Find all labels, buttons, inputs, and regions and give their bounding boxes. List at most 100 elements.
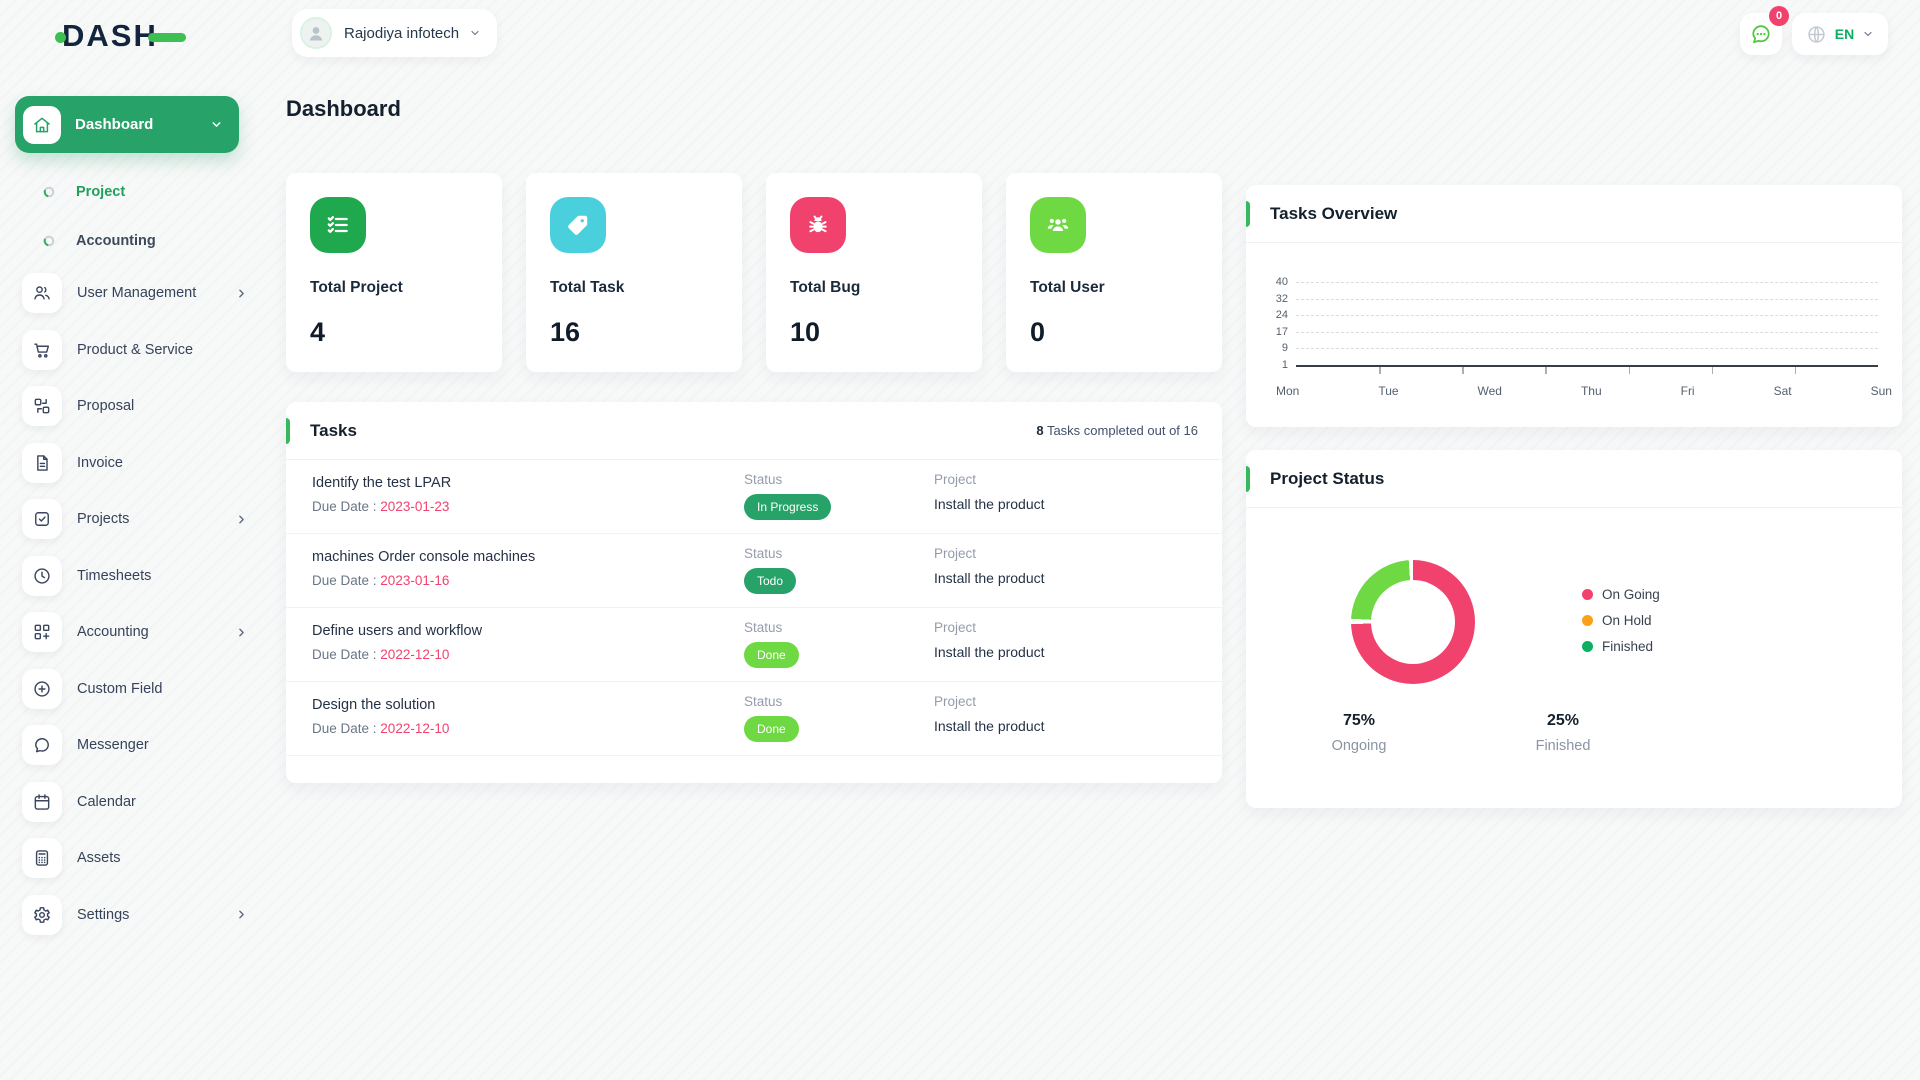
x-axis-labels: Mon Tue Wed Thu Fri Sat Sun: [1276, 384, 1892, 398]
task-due-date: Due Date : 2023-01-23: [312, 499, 450, 514]
project-status-donut-chart: [1351, 560, 1475, 684]
status-column-label: Status: [744, 472, 783, 487]
stat-label: Total Bug: [790, 279, 861, 296]
calendar-icon: [22, 781, 62, 822]
app-logo[interactable]: DASH: [55, 16, 186, 56]
legend-dot: [1582, 588, 1593, 600]
x-axis-tick: Sat: [1773, 384, 1792, 398]
legend-dot: [1582, 614, 1593, 626]
tag-icon: [550, 197, 606, 253]
users-icon: [22, 273, 62, 314]
tasks-title: Tasks: [310, 420, 357, 440]
sidebar-item-assets[interactable]: Assets: [0, 830, 270, 887]
stat-value: 4: [310, 317, 326, 347]
y-axis-tick: 1: [1281, 358, 1288, 371]
chevron-right-icon: [235, 513, 248, 526]
legend-item-on-going[interactable]: On Going: [1582, 581, 1660, 607]
sidebar-item-proposal[interactable]: Proposal: [0, 378, 270, 435]
sidebar-item-settings[interactable]: Settings: [0, 887, 270, 944]
sidebar-subitem-label: Project: [76, 183, 126, 200]
tasks-overview-chart: 40 32 24 17 9 1 Mon Tue Wed Thu Fri Sat …: [1246, 243, 1902, 427]
status-column-label: Status: [744, 620, 783, 635]
grid-plus-icon: [22, 612, 62, 653]
chat-bubble-icon: [1752, 25, 1770, 44]
legend-item-on-hold[interactable]: On Hold: [1582, 607, 1660, 633]
x-axis-tick: Thu: [1580, 384, 1602, 398]
check-square-icon: [22, 499, 62, 540]
finished-percent: 25%: [1546, 712, 1580, 729]
ongoing-percent-block: 75% Ongoing: [1304, 712, 1414, 754]
project-status-card: Project Status On Going On Hold Finished…: [1246, 450, 1902, 808]
finished-label: Finished: [1535, 738, 1591, 754]
status-badge: In Progress: [744, 494, 832, 520]
logo-wordmark: DASH: [62, 18, 158, 53]
status-column-label: Status: [744, 546, 783, 561]
stat-card-total-project: Total Project 4: [286, 173, 502, 372]
chevron-right-icon: [235, 287, 248, 300]
bug-icon: [790, 197, 846, 253]
chevron-right-icon: [235, 626, 248, 639]
sidebar-subitem-accounting[interactable]: Accounting: [0, 216, 270, 265]
legend-item-finished[interactable]: Finished: [1582, 633, 1660, 659]
sidebar-item-calendar[interactable]: Calendar: [0, 774, 270, 831]
messenger-button[interactable]: 0: [1740, 6, 1789, 55]
sidebar-item-messenger[interactable]: Messenger: [0, 717, 270, 774]
chat-badge: 0: [1769, 6, 1789, 26]
chevron-down-icon: [471, 30, 479, 36]
status-column-label: Status: [744, 694, 783, 709]
progress-ring-icon: [43, 186, 55, 198]
stat-card-total-task: Total Task 16: [526, 173, 742, 372]
status-badge: Done: [744, 642, 799, 668]
swap-squares-icon: [22, 386, 62, 427]
stat-label: Total Task: [550, 279, 625, 296]
stat-value: 10: [790, 317, 821, 347]
donut-legend: On Going On Hold Finished: [1582, 581, 1660, 659]
accent-bar: [1246, 466, 1250, 492]
task-due-date: Due Date : 2023-01-16: [312, 573, 450, 588]
stat-card-total-user: Total User 0: [1006, 173, 1222, 372]
gear-icon: [22, 894, 62, 935]
sidebar-item-accounting[interactable]: Accounting: [0, 604, 270, 661]
company-selector[interactable]: Rajodiya infotech: [292, 9, 498, 57]
y-axis-tick: 9: [1281, 342, 1288, 354]
progress-ring-icon: [43, 235, 55, 247]
ongoing-percent: 75%: [1342, 712, 1376, 729]
project-column-label: Project: [934, 546, 977, 561]
home-icon: [23, 105, 61, 144]
project-column-label: Project: [934, 694, 977, 709]
sidebar-item-user-management[interactable]: User Management: [0, 265, 270, 322]
y-axis-tick: 32: [1275, 292, 1288, 305]
person-icon: [309, 27, 323, 41]
sidebar-item-dashboard[interactable]: Dashboard: [15, 96, 239, 153]
y-axis-tick: 40: [1275, 276, 1288, 288]
sidebar-subitem-project[interactable]: Project: [0, 167, 270, 216]
logo-dash-shape: [147, 32, 186, 42]
task-project: Install the product: [934, 718, 1045, 734]
task-project: Install the product: [934, 570, 1045, 586]
language-selector[interactable]: EN: [1792, 13, 1888, 55]
finished-percent-block: 25% Finished: [1508, 712, 1618, 754]
plus-circle-icon: [22, 668, 62, 709]
task-due-date: Due Date : 2022-12-10: [312, 721, 450, 736]
status-badge: Todo: [744, 568, 797, 594]
task-name: machines Order console machines: [312, 549, 536, 565]
task-name: Design the solution: [312, 697, 436, 713]
tasks-overview-card: Tasks Overview 40 32 24 17 9 1 Mon Tue W…: [1246, 185, 1902, 427]
stat-value: 16: [550, 317, 581, 347]
stats-row: Total Project 4 Total Task 16 Total Bug …: [286, 173, 1222, 372]
y-axis-tick: 17: [1275, 325, 1288, 338]
tasks-completed-summary: 8 Tasks completed out of 16: [1036, 423, 1198, 438]
task-row: Define users and workflow Due Date : 202…: [286, 608, 1222, 682]
avatar: [300, 17, 332, 49]
sidebar-item-projects[interactable]: Projects: [0, 491, 270, 548]
tasks-card-header: Tasks 8 Tasks completed out of 16: [286, 402, 1222, 460]
sidebar-item-custom-field[interactable]: Custom Field: [0, 661, 270, 718]
sidebar: Dashboard Project Accounting User Manage…: [0, 72, 270, 943]
globe-icon: [1808, 25, 1825, 43]
x-axis-tick: Sun: [1870, 384, 1892, 398]
sidebar-item-invoice[interactable]: Invoice: [0, 435, 270, 492]
stat-label: Total Project: [310, 279, 403, 296]
sidebar-item-timesheets[interactable]: Timesheets: [0, 548, 270, 605]
company-name: Rajodiya infotech: [344, 24, 460, 42]
sidebar-item-product-service[interactable]: Product & Service: [0, 322, 270, 379]
